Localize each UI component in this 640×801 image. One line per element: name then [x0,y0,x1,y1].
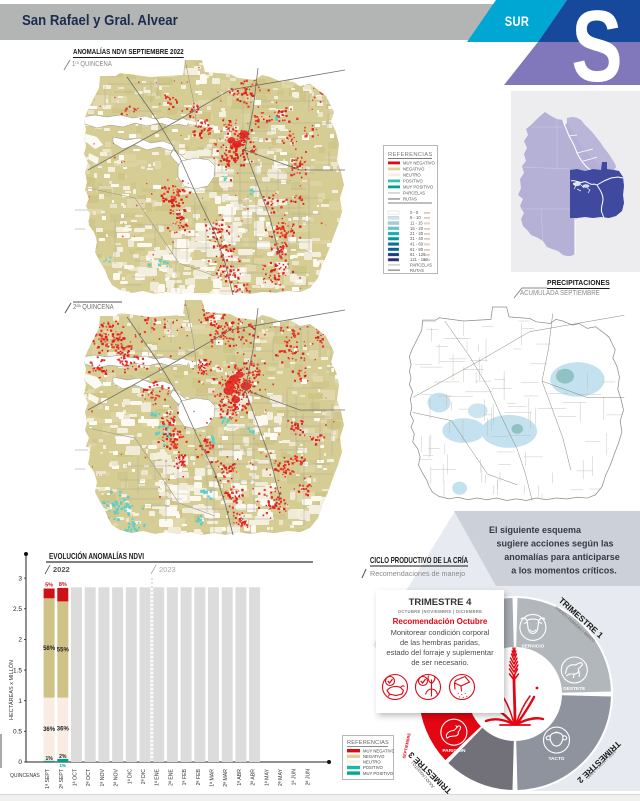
svg-text:RUTAS: RUTAS [410,268,424,273]
svg-text:QUINCENAS: QUINCENAS [10,773,40,779]
svg-text:HECTÁREAS x MILLÓN: HECTÁREAS x MILLÓN [8,660,15,720]
svg-text:36%: 36% [43,727,56,733]
svg-text:DESTETE: DESTETE [563,686,586,692]
svg-text:41 - 60: 41 - 60 [410,242,424,247]
svg-text:1ª MAY: 1ª MAY [264,768,270,786]
svg-text:mm: mm [424,222,430,226]
svg-text:11 - 15: 11 - 15 [410,221,423,226]
svg-text:mm: mm [424,216,430,220]
svg-text:MUY NEGATIVO: MUY NEGATIVO [403,161,435,166]
svg-text:2ª DIC: 2ª DIC [141,769,147,784]
svg-text:2ª FEB: 2ª FEB [196,768,202,785]
svg-text:mm: mm [424,227,430,231]
svg-text:36%: 36% [57,726,70,732]
svg-text:S: S [571,0,622,100]
svg-text:55%: 55% [57,648,70,654]
svg-text:TACTO: TACTO [548,756,564,762]
svg-text:CICLO PRODUCTIVO DE LA CRÍA: CICLO PRODUCTIVO DE LA CRÍA [370,555,468,565]
svg-text:31 - 40: 31 - 40 [410,236,424,241]
svg-text:NEGATIVO: NEGATIVO [403,167,425,172]
svg-text:MUY POSITIVO: MUY POSITIVO [403,185,434,190]
svg-text:1ª JUN: 1ª JUN [292,769,298,786]
svg-text:REFERENCIAS: REFERENCIAS [388,152,433,158]
svg-text:58%: 58% [43,646,56,652]
svg-text:mm: mm [424,232,430,236]
svg-text:1ª SEPT: 1ª SEPT [45,768,51,789]
svg-text:mm: mm [424,237,430,241]
svg-text:PARCELAS: PARCELAS [403,191,425,196]
svg-text:2: 2 [18,637,22,644]
svg-text:mm: mm [424,211,430,215]
svg-text:RUTAS: RUTAS [403,197,417,202]
svg-text:NEUTRO: NEUTRO [403,173,421,178]
svg-text:Recomendaciones de manejo: Recomendaciones de manejo [370,569,465,578]
svg-text:1%: 1% [60,763,67,768]
svg-text:a los momentos críticos.: a los momentos críticos. [511,566,617,576]
svg-text:MUY NEGATIVO: MUY NEGATIVO [363,748,394,753]
svg-text:POSITIVO: POSITIVO [403,179,424,184]
svg-text:1ª FEB: 1ª FEB [182,768,188,785]
svg-text:2ª OCT: 2ª OCT [86,768,92,786]
svg-text:PARCELAS: PARCELAS [410,263,432,268]
svg-text:sugiere acciones según las: sugiere acciones según las [496,539,613,549]
svg-text:mm: mm [424,243,430,247]
svg-text:NEUTRO: NEUTRO [363,760,381,765]
svg-text:8%: 8% [59,582,67,588]
svg-text:2023: 2023 [159,565,176,574]
svg-text:2ª MAY: 2ª MAY [278,768,284,786]
svg-text:SERVICIO: SERVICIO [521,643,544,649]
svg-text:POSITIVO: POSITIVO [363,765,384,770]
svg-text:2.5: 2.5 [13,606,22,613]
svg-text:1ª NOV: 1ª NOV [100,768,106,786]
svg-text:1ª MAR: 1ª MAR [210,769,216,787]
svg-text:2ª ABR: 2ª ABR [251,769,257,786]
svg-text:EVOLUCIÓN ANOMALÍAS NDVI: EVOLUCIÓN ANOMALÍAS NDVI [49,552,144,561]
svg-text:2ª JUN: 2ª JUN [305,769,311,786]
svg-text:1ª DIC: 1ª DIC [127,769,133,784]
svg-text:anomalías para anticiparse: anomalías para anticiparse [504,552,620,562]
svg-text:REFERENCIAS: REFERENCIAS [347,740,389,746]
svg-text:0.5: 0.5 [13,729,22,736]
svg-text:6 - 10: 6 - 10 [410,215,421,220]
svg-text:1ª OCT: 1ª OCT [73,768,79,786]
svg-text:El siguiente esquema: El siguiente esquema [489,525,582,535]
svg-text:5%: 5% [45,583,53,589]
svg-text:2022: 2022 [53,565,70,574]
svg-text:MUY POSITIVO: MUY POSITIVO [363,771,394,776]
svg-text:3: 3 [18,575,22,582]
svg-text:2%: 2% [59,754,67,760]
svg-text:2ª NOV: 2ª NOV [114,768,120,786]
svg-text:1%: 1% [45,756,53,762]
svg-text:2ª ENE: 2ª ENE [168,768,174,785]
svg-text:2ª MAR: 2ª MAR [223,769,229,787]
svg-text:NEGATIVO: NEGATIVO [363,754,385,759]
svg-text:SUR: SUR [505,14,530,29]
svg-text:1: 1 [18,698,22,705]
svg-text:2ª SEPT: 2ª SEPT [59,768,65,789]
svg-text:1ª ENE: 1ª ENE [155,768,161,785]
svg-text:0: 0 [18,759,22,766]
svg-text:1ª ABR: 1ª ABR [237,769,243,786]
